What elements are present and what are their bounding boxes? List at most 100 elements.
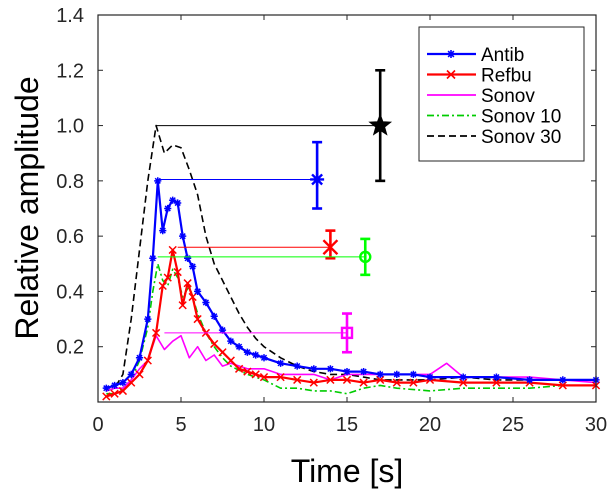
- data-point-shape: [102, 392, 111, 401]
- data-point-shape: [218, 348, 227, 357]
- data-point-shape: [194, 287, 202, 296]
- data-point: [168, 245, 177, 255]
- data-point-shape: [135, 354, 144, 362]
- data-point: [360, 367, 368, 376]
- data-point-shape: [392, 378, 401, 387]
- peak-marker: [359, 250, 372, 264]
- data-point-shape: [135, 370, 144, 379]
- data-point: [376, 370, 384, 378]
- legend-entry-antib: Antib: [427, 45, 524, 66]
- legend-box: [418, 26, 585, 162]
- data-point: [309, 378, 318, 387]
- annotation-refbu: [177, 229, 339, 260]
- annotation-antib: [159, 140, 325, 210]
- data-point-shape: [559, 376, 567, 384]
- data-point-shape: [119, 379, 127, 387]
- peak-marker-shape: [322, 239, 339, 256]
- data-point-shape: [173, 267, 182, 277]
- series-sonov-30: [106, 124, 596, 392]
- annotation-sonov: [164, 312, 354, 354]
- data-point: [127, 378, 136, 387]
- data-point-shape: [163, 273, 172, 282]
- data-point: [154, 177, 162, 185]
- data-point: [235, 343, 243, 351]
- data-point-shape: [193, 314, 202, 324]
- x-tick-label: 0: [92, 414, 103, 436]
- data-point: [459, 373, 467, 381]
- legend-marker: [447, 50, 455, 58]
- data-point-shape: [393, 370, 401, 378]
- series-sonov-10: [106, 262, 596, 395]
- data-point-shape: [118, 386, 128, 396]
- y-tick-label: 0.2: [56, 337, 84, 359]
- data-point-shape: [159, 227, 167, 235]
- data-point-shape: [376, 370, 384, 378]
- data-point-shape: [376, 375, 385, 385]
- data-point-shape: [210, 312, 218, 320]
- y-tick-label: 1.2: [56, 60, 84, 82]
- legend-marker: [446, 69, 456, 80]
- data-point: [492, 378, 501, 387]
- x-tick-label: 10: [253, 414, 275, 436]
- data-point-shape: [276, 372, 285, 382]
- legend-entry-sonov: Sonov: [427, 86, 535, 107]
- legend-label: Antib: [481, 45, 524, 66]
- data-point-shape: [149, 254, 157, 262]
- data-point: [392, 378, 401, 387]
- data-point-shape: [234, 364, 244, 373]
- data-point: [227, 337, 235, 345]
- data-point-shape: [526, 376, 534, 384]
- legend-label: Sonov: [481, 86, 535, 107]
- data-point-shape: [343, 367, 351, 376]
- data-point-shape: [243, 348, 251, 356]
- data-point-shape: [111, 381, 119, 390]
- peak-marker-shape: [368, 113, 393, 136]
- data-point-shape: [360, 367, 368, 376]
- data-point-shape: [310, 365, 318, 373]
- data-point-shape: [426, 373, 434, 381]
- data-point: [492, 373, 500, 381]
- series-line: [106, 124, 596, 392]
- data-point: [178, 301, 187, 310]
- data-point: [526, 376, 534, 384]
- x-tick-label: 15: [336, 414, 358, 436]
- data-point-shape: [218, 326, 227, 334]
- data-point: [210, 339, 219, 349]
- data-point-shape: [342, 375, 352, 385]
- data-point-shape: [309, 378, 318, 387]
- series-layer: [102, 124, 601, 401]
- legend-marker-shape: [447, 50, 455, 58]
- data-point-shape: [174, 199, 182, 207]
- data-point: [163, 273, 172, 282]
- data-point: [183, 279, 192, 288]
- data-point-shape: [110, 389, 119, 398]
- series-antib: [102, 177, 600, 392]
- data-point-shape: [492, 373, 500, 381]
- data-point: [135, 354, 144, 362]
- data-point: [102, 384, 110, 392]
- peak-marker: [340, 326, 354, 340]
- data-point: [343, 367, 351, 376]
- data-point-shape: [277, 359, 285, 367]
- data-point-shape: [164, 204, 172, 213]
- data-point: [234, 364, 244, 373]
- data-point: [179, 232, 187, 240]
- series-line: [106, 262, 596, 395]
- data-point-shape: [459, 373, 467, 381]
- data-point: [110, 389, 119, 398]
- y-tick-label: 1.4: [56, 5, 84, 27]
- data-point: [202, 298, 210, 307]
- annotation-sonov-30: [156, 68, 393, 183]
- data-point-shape: [127, 370, 135, 378]
- data-point: [135, 370, 144, 379]
- peak-marker: [322, 239, 339, 256]
- peak-marker: [368, 113, 393, 136]
- data-point-shape: [158, 281, 167, 291]
- data-point: [218, 326, 227, 334]
- series-line: [105, 248, 596, 398]
- data-point-shape: [169, 196, 177, 204]
- data-point: [260, 354, 268, 362]
- data-point-shape: [226, 356, 235, 365]
- data-point-shape: [210, 339, 219, 349]
- data-point-shape: [151, 328, 161, 338]
